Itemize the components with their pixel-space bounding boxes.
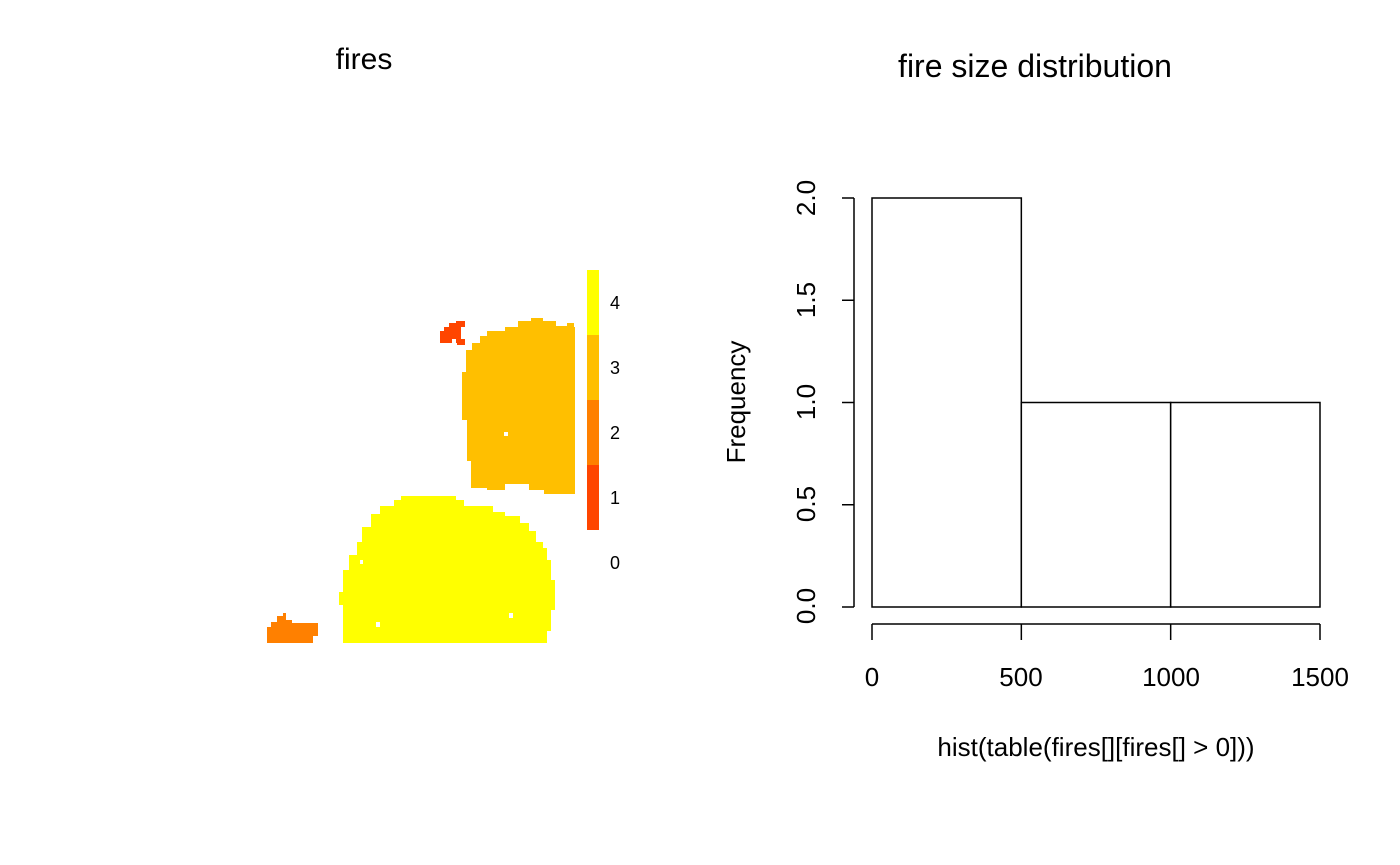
x-tick-label: 500 — [999, 662, 1042, 692]
x-tick-label: 0 — [865, 662, 879, 692]
legend-color-bin — [587, 465, 599, 530]
histogram-bar — [871, 197, 1023, 608]
raster-gap — [360, 560, 363, 564]
fires-panel: fires 4 3 2 1 0 — [267, 43, 620, 643]
x-axis — [871, 623, 1321, 640]
legend-tick-label: 0 — [610, 553, 620, 573]
histogram-panel: fire size distribution 0.0 0.5 1.0 1.5 2… — [721, 48, 1349, 762]
y-axis — [842, 197, 855, 608]
fire-patch-4 — [339, 496, 555, 643]
legend-tick-label: 1 — [610, 488, 620, 508]
fires-title: fires — [336, 43, 393, 76]
y-tick-label: 1.0 — [791, 384, 821, 420]
legend-color-bin — [587, 400, 599, 465]
y-axis-label: Frequency — [721, 341, 751, 464]
raster-gap — [452, 339, 456, 345]
raster-gap — [466, 476, 470, 481]
legend-tick-label: 3 — [610, 358, 620, 378]
histogram-bars — [871, 197, 1321, 608]
raster-gap — [376, 622, 380, 627]
fires-raster — [267, 318, 575, 643]
y-tick-label: 1.5 — [791, 282, 821, 318]
y-tick-label: 0.0 — [791, 588, 821, 624]
x-tick-label: 1500 — [1291, 662, 1349, 692]
fire-patch-2 — [267, 613, 318, 643]
y-tick-label: 2.0 — [791, 180, 821, 216]
legend-color-bin — [587, 270, 599, 335]
y-tick-label: 0.5 — [791, 486, 821, 522]
histogram-bar — [1020, 401, 1172, 608]
raster-gap — [504, 432, 508, 436]
fires-legend — [587, 270, 599, 530]
fire-patch-1 — [440, 321, 465, 345]
x-axis-label: hist(table(fires[][fires[] > 0])) — [937, 732, 1254, 762]
x-tick-label: 1000 — [1142, 662, 1200, 692]
histogram-title: fire size distribution — [898, 48, 1172, 84]
fire-patch-3 — [462, 318, 575, 494]
histogram-bar — [1169, 401, 1321, 608]
legend-color-bin — [587, 335, 599, 400]
raster-gap — [509, 613, 513, 618]
legend-tick-label: 2 — [610, 423, 620, 443]
legend-tick-label: 4 — [610, 293, 620, 313]
